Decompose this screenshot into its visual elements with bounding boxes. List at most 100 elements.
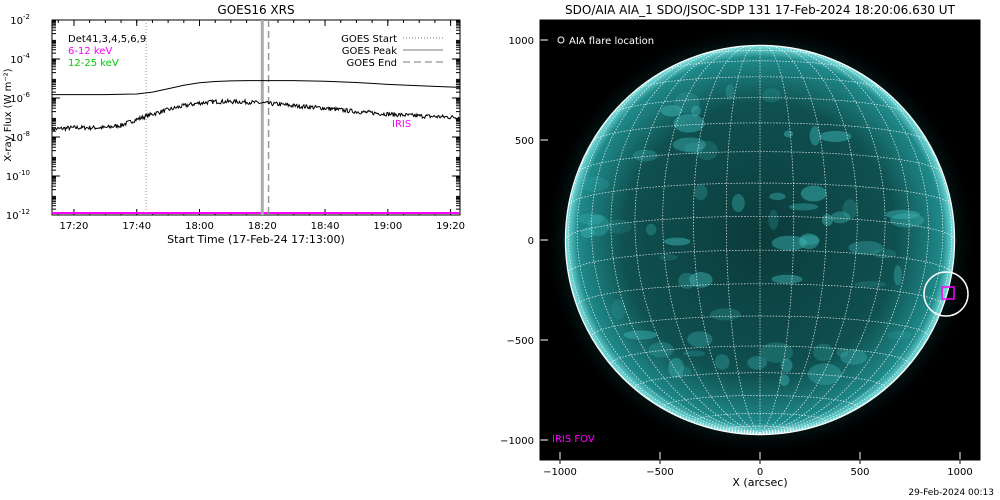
active-region-glow: [672, 137, 707, 152]
footer-timestamp: 29-Feb-2024 00:13: [908, 488, 994, 498]
active-region-glow: [893, 265, 902, 286]
goes-plot-frame: [51, 19, 461, 216]
active-region-glow: [714, 354, 730, 370]
aia-y-tick-label: −1000: [500, 436, 534, 447]
longitude-line: [568, 81, 761, 434]
active-region-glow: [848, 240, 883, 255]
channel-legend-entry: 12-25 keV: [68, 58, 119, 69]
active-region-glow: [725, 84, 735, 100]
longitude-line: [759, 45, 858, 434]
flare-legend-label: AIA flare location: [569, 36, 654, 47]
longitude-line: [610, 47, 761, 434]
active-region-glow: [789, 203, 819, 211]
channel-legend-entry: 6-12 keV: [68, 46, 112, 57]
y-tick-label: 10-10: [6, 169, 30, 183]
marker-legend-label: GOES Peak: [342, 46, 397, 57]
active-region-glow: [890, 213, 925, 228]
active-region-glow: [578, 213, 604, 225]
x-tick-label: 17:20: [60, 221, 89, 232]
y-tick-label: 10-12: [6, 208, 30, 222]
latitude-line: [592, 122, 928, 142]
active-region-glow: [709, 308, 741, 321]
longitude-line: [759, 47, 910, 434]
x-tick-label: 18:40: [311, 221, 340, 232]
active-region-glow: [783, 130, 794, 138]
active-region-glow: [840, 349, 868, 365]
active-region-glow: [760, 342, 793, 363]
active-region-glow: [830, 211, 851, 224]
longitude-line: [759, 45, 795, 434]
active-region-glow: [798, 233, 820, 250]
longitude-line: [693, 45, 761, 434]
latitude-line: [577, 151, 943, 173]
active-region-glow: [645, 223, 657, 236]
active-region-glow: [678, 366, 692, 377]
aia-x-axis-label: X (arcsec): [732, 476, 787, 489]
active-region-glow: [800, 185, 827, 202]
active-region-glow: [648, 342, 674, 358]
latitude-line: [611, 97, 909, 115]
aia-axes-frame: [539, 19, 981, 461]
marker-legend-label: GOES Start: [341, 34, 397, 45]
latitude-line: [662, 395, 858, 410]
active-region-glow: [842, 199, 858, 219]
longitude-line: [662, 45, 761, 434]
active-region-glow: [836, 347, 849, 357]
flare-legend-symbol: [557, 36, 565, 44]
active-region-glow: [674, 92, 700, 114]
y-tick-label: 10-4: [10, 52, 30, 66]
active-region-glow: [769, 192, 786, 201]
goes-plot-area: 17:20 17:40 18:00 18:20 18:40 19:00 19:20 10-12…: [6, 13, 465, 232]
goes-x-axis-label: Start Time (17-Feb-24 17:13:00): [167, 233, 345, 246]
active-region-glow: [690, 105, 701, 117]
longitude-line: [759, 46, 886, 434]
active-region-glow: [747, 356, 768, 370]
latitude-line: [693, 413, 827, 425]
aia-y-tick-label: 1000: [509, 36, 534, 47]
aia-x-tick-label: 500: [850, 467, 869, 478]
active-region-glow: [623, 330, 658, 340]
aia-title: SDO/AIA AIA_1 SDO/JSOC-SDP 131 17-Feb-20…: [565, 3, 956, 17]
active-region-glow: [689, 271, 713, 288]
active-region-glow: [854, 281, 887, 288]
longitude-line: [576, 56, 761, 434]
iris-label: IRIS: [392, 119, 411, 130]
x-tick-label: 17:40: [122, 221, 151, 232]
active-region-glow: [799, 235, 820, 245]
longitude-line: [759, 56, 944, 434]
aia-x-tick-label: 0: [757, 467, 763, 478]
goes-series-2: [51, 97, 461, 133]
active-region-glow: [611, 299, 627, 320]
active-region-glow: [678, 272, 696, 289]
active-region-glow: [587, 214, 610, 237]
active-region-glow: [768, 209, 779, 230]
aia-x-tick-label: −500: [646, 467, 673, 478]
active-region-glow: [660, 105, 683, 117]
marker-legend-label: GOES End: [347, 58, 397, 69]
active-region-glow: [581, 227, 595, 239]
active-region-glow: [771, 235, 807, 251]
iris-fov-box: [941, 286, 955, 300]
active-region-glow: [822, 214, 833, 226]
latitude-line: [636, 76, 884, 90]
active-region-glow: [872, 249, 897, 259]
active-region-glow: [632, 149, 658, 162]
active-region-glow: [695, 141, 718, 161]
active-region-glow: [762, 88, 781, 103]
active-region-glow: [807, 363, 842, 386]
goes-xrs-chart: GOES16 XRS 17:20 17:40 18:00 18:20 18:40 19:0…: [3, 3, 465, 246]
goes-y-axis-label: X-ray Flux (W m⁻²): [3, 68, 14, 161]
aia-x-tick-label: −1000: [543, 467, 577, 478]
latitude-line: [568, 182, 952, 206]
x-tick-label: 19:00: [373, 221, 402, 232]
aia-y-tick-label: 500: [515, 136, 534, 147]
longitude-line: [634, 46, 761, 434]
x-tick-label: 19:20: [436, 221, 465, 232]
active-region-glow: [673, 114, 705, 133]
active-region-glow: [813, 343, 834, 362]
active-region-glow: [886, 330, 912, 340]
y-tick-label: 10-2: [10, 13, 30, 27]
active-region-glow: [819, 130, 852, 142]
x-tick-label: 18:00: [185, 221, 214, 232]
active-region-glow: [606, 219, 632, 234]
